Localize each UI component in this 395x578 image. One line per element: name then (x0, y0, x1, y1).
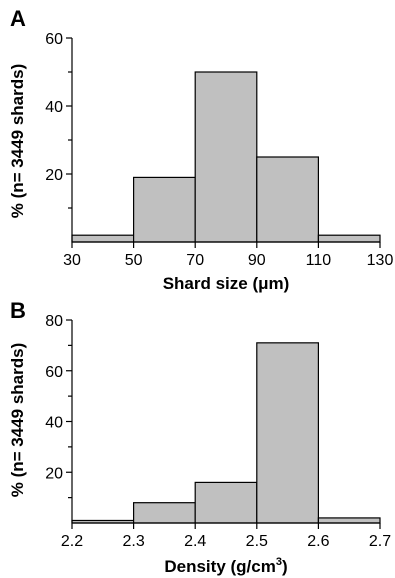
panel-b-bar-4 (256, 342, 319, 524)
panel-b-y-axis-label: % (n= 3449 shards) (8, 343, 27, 498)
panel-a-x-tick-label: 130 (367, 252, 394, 269)
panel-a-bar-4 (256, 156, 319, 243)
panel-a-x-tick-label: 70 (186, 252, 204, 269)
panel-a-x-tick-label: 50 (125, 252, 143, 269)
panel-a-x-tick-label: 110 (306, 252, 332, 269)
panel-a-y-tick-label: 40 (45, 99, 63, 116)
panel-b-y-tick-label: 60 (45, 364, 63, 381)
panel-b-x-tick-label: 2.6 (307, 533, 329, 550)
panel-a-x-tick-label: 90 (248, 252, 266, 269)
panel-b-x-axis-label-end: ) (282, 557, 288, 576)
panel-a-bar-1 (71, 234, 135, 243)
panel-b-x-axis-label: Density (g/cm3) (164, 556, 287, 576)
panel-b-plot: 20 40 60 80 2.2 2.3 2.4 2.5 2.6 2.7 (45, 313, 391, 550)
panel-a-bar-2 (133, 176, 196, 243)
panel-a-y-tick-label: 60 (45, 31, 63, 48)
panel-a-plot: 20 40 60 30 50 70 90 110 130 (45, 31, 393, 269)
panel-a-x-axis-label: Shard size (μm) (163, 274, 290, 293)
panel-b-y-tick-label: 20 (45, 465, 63, 482)
panel-b-x-tick-label: 2.5 (246, 533, 268, 550)
panel-a-y-tick-label: 20 (45, 167, 63, 184)
panel-a-x-tick-label: 30 (63, 252, 81, 269)
panel-b-x-tick-label: 2.2 (61, 533, 83, 550)
panel-b: B % (n= 3449 shards) Density (g/cm3) 20 4… (8, 298, 391, 576)
panel-b-x-tick-label: 2.3 (122, 533, 144, 550)
panel-b-x-tick-label: 2.4 (184, 533, 206, 550)
panel-a-bar-5 (317, 234, 381, 243)
panel-a-y-axis-label: % (n= 3449 shards) (8, 64, 27, 219)
panel-b-x-tick-label: 2.7 (369, 533, 391, 550)
panel-b-letter: B (10, 298, 26, 323)
panel-b-x-axis-label-main: Density (g/cm (164, 557, 275, 576)
panel-a-letter: A (10, 6, 26, 31)
panel-b-bar-2 (133, 502, 196, 524)
panel-b-bar-3 (194, 481, 258, 524)
panel-b-y-tick-label: 40 (45, 415, 63, 432)
panel-b-x-axis-label-superscript: 3 (276, 556, 282, 568)
panel-a: A % (n= 3449 shards) Shard size (μm) 20 4… (8, 6, 393, 293)
panel-a-bar-3 (194, 71, 258, 243)
panel-b-bar-5 (317, 517, 381, 524)
panel-b-y-tick-label: 80 (45, 313, 63, 330)
